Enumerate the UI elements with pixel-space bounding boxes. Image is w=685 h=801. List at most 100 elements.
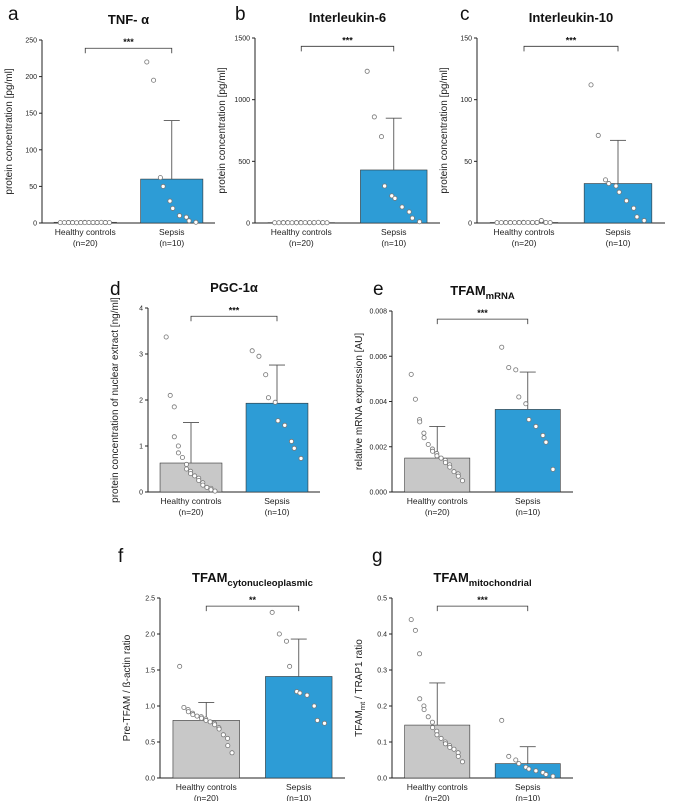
category-label: Healthy controls xyxy=(161,496,222,506)
category-label: Sepsis xyxy=(286,782,312,792)
y-tick-label: 250 xyxy=(25,38,37,45)
data-point xyxy=(543,771,549,777)
data-point xyxy=(634,214,640,220)
y-tick-label: 1.5 xyxy=(145,668,155,675)
data-point xyxy=(272,399,278,405)
category-n-label: (n=20) xyxy=(425,793,450,801)
y-tick-label: 1000 xyxy=(234,97,250,104)
data-point xyxy=(499,344,505,350)
data-point xyxy=(499,717,505,723)
data-point xyxy=(276,220,282,226)
data-point xyxy=(631,205,637,211)
data-point xyxy=(61,220,67,226)
category-n-label: (n=10) xyxy=(606,238,631,248)
data-point xyxy=(417,651,423,657)
data-point xyxy=(288,438,294,444)
data-point xyxy=(322,720,328,726)
y-tick-label: 1.0 xyxy=(145,704,155,711)
data-point xyxy=(200,482,206,488)
data-point xyxy=(547,220,553,226)
significance-label: *** xyxy=(229,305,240,315)
data-point xyxy=(603,177,609,183)
data-point xyxy=(193,219,199,225)
y-tick-label: 0 xyxy=(139,490,143,497)
category-n-label: (n=20) xyxy=(179,507,204,517)
significance-bracket xyxy=(300,45,395,52)
data-point xyxy=(513,367,519,373)
data-point xyxy=(194,713,200,719)
data-point xyxy=(179,454,185,460)
data-point xyxy=(287,663,293,669)
data-point xyxy=(543,220,549,226)
data-point xyxy=(311,220,317,226)
y-tick-label: 0.006 xyxy=(369,354,387,361)
significance-label: ** xyxy=(249,595,257,605)
panel-d: d PGC-1α protein concentration of nuclear … xyxy=(110,279,320,517)
data-point xyxy=(204,484,210,490)
bar-healthy-controls xyxy=(172,720,240,779)
y-tick-label: 100 xyxy=(25,147,37,154)
data-point xyxy=(225,743,231,749)
category-n-label: (n=10) xyxy=(515,793,540,801)
y-tick-label: 150 xyxy=(460,36,472,43)
data-point xyxy=(516,761,522,767)
data-point xyxy=(455,753,461,759)
data-point xyxy=(425,714,431,720)
panel-e: e TFAMmRNA relative mRNA expression [AU] 0.… xyxy=(354,279,573,517)
category-n-label: (n=20) xyxy=(425,507,450,517)
data-point xyxy=(65,220,71,226)
significance-bracket xyxy=(523,45,619,52)
data-point xyxy=(320,220,326,226)
data-point xyxy=(417,219,423,225)
data-point xyxy=(177,213,183,219)
significance-label: *** xyxy=(566,35,577,45)
y-tick-label: 0.002 xyxy=(369,444,387,451)
data-point xyxy=(311,703,317,709)
y-tick-label: 500 xyxy=(238,159,250,166)
data-point xyxy=(289,220,295,226)
data-point xyxy=(315,219,321,225)
data-point xyxy=(216,726,222,732)
data-point xyxy=(280,220,286,226)
y-tick-label: 0 xyxy=(246,221,250,228)
data-point xyxy=(304,692,310,698)
category-n-label: (n=10) xyxy=(286,793,311,801)
data-point xyxy=(459,759,465,765)
data-point xyxy=(417,696,423,702)
data-point xyxy=(263,372,269,378)
y-axis-label: Pre-TFAM / ß-actin ratio xyxy=(122,634,133,741)
data-point xyxy=(181,704,187,710)
data-point xyxy=(412,396,418,402)
data-point xyxy=(102,220,108,226)
panel-letter: a xyxy=(8,4,19,25)
data-point xyxy=(438,735,444,741)
data-point xyxy=(507,220,513,226)
significance-label: *** xyxy=(123,37,134,47)
category-label: Sepsis xyxy=(159,227,185,237)
data-point xyxy=(220,732,226,738)
data-point xyxy=(421,707,427,713)
category-label: Healthy controls xyxy=(176,782,237,792)
data-point xyxy=(175,443,181,449)
data-point xyxy=(442,460,448,466)
data-point xyxy=(513,757,519,763)
panel-c: c Interleukin-10 protein concentration [pg… xyxy=(439,4,665,248)
significance-label: *** xyxy=(477,308,488,318)
data-point xyxy=(298,455,304,461)
data-point xyxy=(212,722,218,728)
data-point xyxy=(498,220,504,226)
chart-title: TFAMmitochondrial xyxy=(433,570,531,589)
data-point xyxy=(272,220,278,226)
bar-sepsis xyxy=(245,402,309,493)
y-tick-label: 2 xyxy=(139,398,143,405)
data-point xyxy=(106,220,112,226)
data-point xyxy=(184,466,190,472)
category-n-label: (n=10) xyxy=(265,507,290,517)
significance-bracket xyxy=(205,605,300,612)
panel-g: g TFAMmitochondrial TFAMmt / TRAP1 ratio 0.… xyxy=(354,546,573,801)
data-point xyxy=(455,473,461,479)
data-point xyxy=(183,214,189,220)
category-n-label: (n=10) xyxy=(515,507,540,517)
data-point xyxy=(285,220,291,226)
